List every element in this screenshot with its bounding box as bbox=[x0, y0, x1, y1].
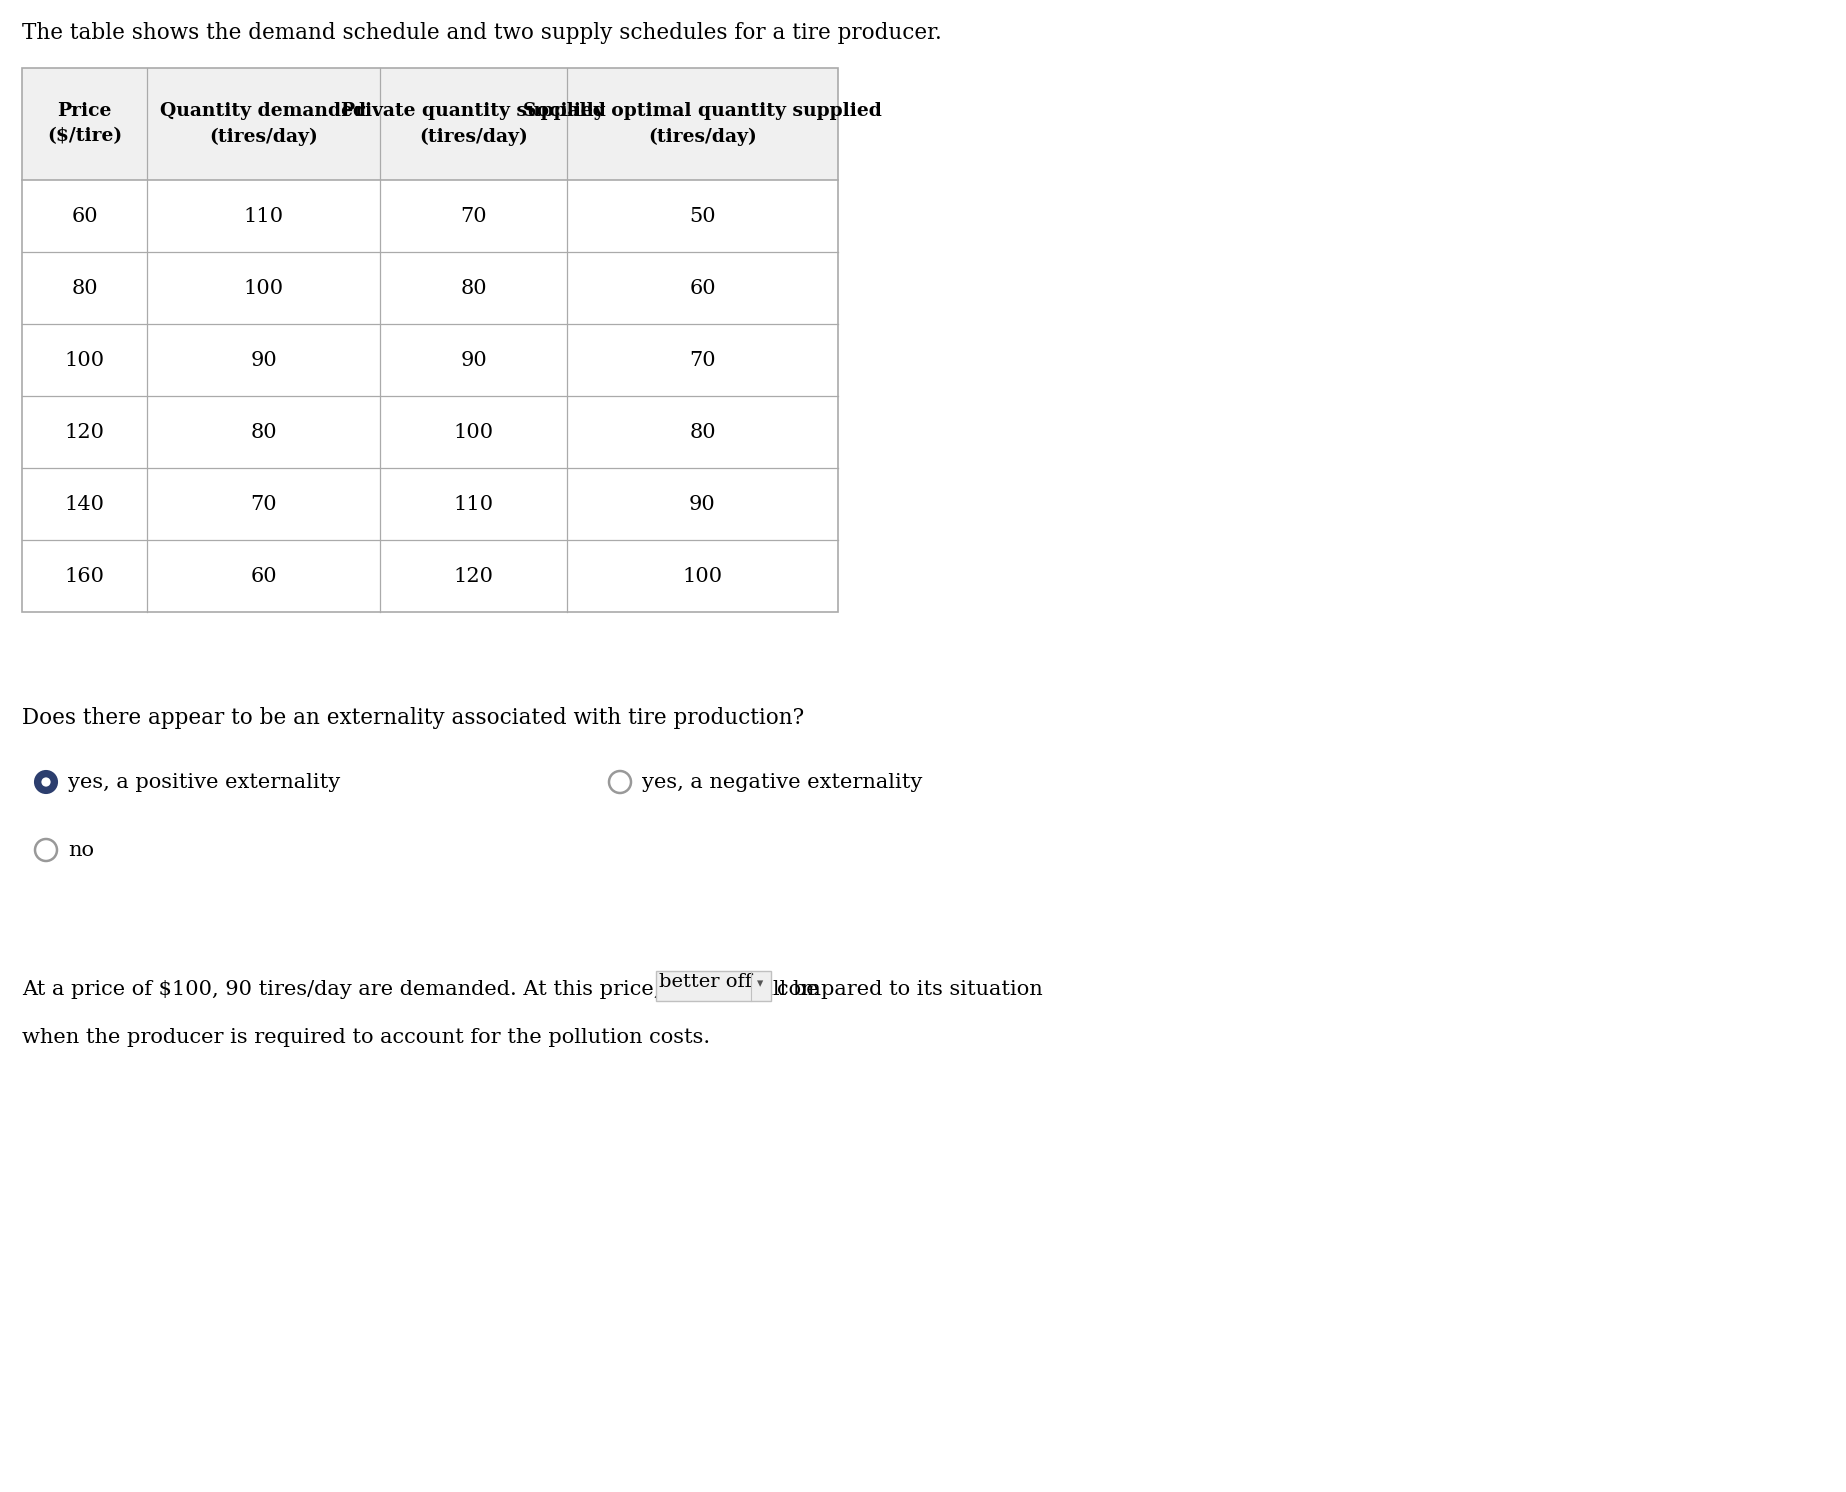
Text: 90: 90 bbox=[249, 351, 277, 370]
Text: 100: 100 bbox=[454, 422, 493, 442]
Text: 90: 90 bbox=[460, 351, 487, 370]
Text: 80: 80 bbox=[460, 279, 487, 297]
Text: better off: better off bbox=[659, 973, 751, 991]
Text: Does there appear to be an externality associated with tire production?: Does there appear to be an externality a… bbox=[22, 707, 805, 730]
Circle shape bbox=[609, 771, 631, 794]
Text: 70: 70 bbox=[689, 351, 716, 370]
Text: ▾: ▾ bbox=[757, 977, 764, 991]
Text: Price
($/tire): Price ($/tire) bbox=[46, 103, 122, 146]
Circle shape bbox=[35, 771, 57, 794]
Text: 60: 60 bbox=[689, 279, 716, 297]
Circle shape bbox=[35, 839, 57, 861]
Circle shape bbox=[41, 777, 50, 786]
Text: 100: 100 bbox=[65, 351, 105, 370]
Bar bbox=[22, 69, 838, 181]
Text: 70: 70 bbox=[460, 206, 487, 225]
Text: 60: 60 bbox=[251, 567, 277, 585]
Text: 100: 100 bbox=[683, 567, 722, 585]
Text: 80: 80 bbox=[689, 422, 716, 442]
Bar bbox=[655, 971, 770, 1001]
Text: 110: 110 bbox=[454, 494, 493, 513]
Text: 110: 110 bbox=[244, 206, 284, 225]
Text: 120: 120 bbox=[454, 567, 493, 585]
Text: Quantity demanded
(tires/day): Quantity demanded (tires/day) bbox=[161, 103, 367, 146]
Text: 70: 70 bbox=[251, 494, 277, 513]
Text: Socially optimal quantity supplied
(tires/day): Socially optimal quantity supplied (tire… bbox=[522, 103, 882, 146]
Text: 90: 90 bbox=[689, 494, 716, 513]
Text: 80: 80 bbox=[251, 422, 277, 442]
Bar bbox=[22, 181, 838, 612]
Text: Private quantity supplied
(tires/day): Private quantity supplied (tires/day) bbox=[342, 103, 605, 146]
Text: yes, a negative externality: yes, a negative externality bbox=[642, 773, 923, 791]
Text: compared to its situation: compared to its situation bbox=[777, 980, 1043, 1000]
Text: At a price of $100, 90 tires/day are demanded. At this price, society will be: At a price of $100, 90 tires/day are dem… bbox=[22, 980, 818, 1000]
Text: 160: 160 bbox=[65, 567, 105, 585]
Text: no: no bbox=[68, 840, 94, 859]
Text: 60: 60 bbox=[72, 206, 98, 225]
Text: 140: 140 bbox=[65, 494, 105, 513]
Text: The table shows the demand schedule and two supply schedules for a tire producer: The table shows the demand schedule and … bbox=[22, 22, 941, 43]
Text: 80: 80 bbox=[72, 279, 98, 297]
Text: 120: 120 bbox=[65, 422, 105, 442]
Text: when the producer is required to account for the pollution costs.: when the producer is required to account… bbox=[22, 1028, 711, 1047]
Bar bbox=[22, 69, 838, 612]
Text: 100: 100 bbox=[244, 279, 284, 297]
Text: 50: 50 bbox=[689, 206, 716, 225]
Text: yes, a positive externality: yes, a positive externality bbox=[68, 773, 340, 791]
